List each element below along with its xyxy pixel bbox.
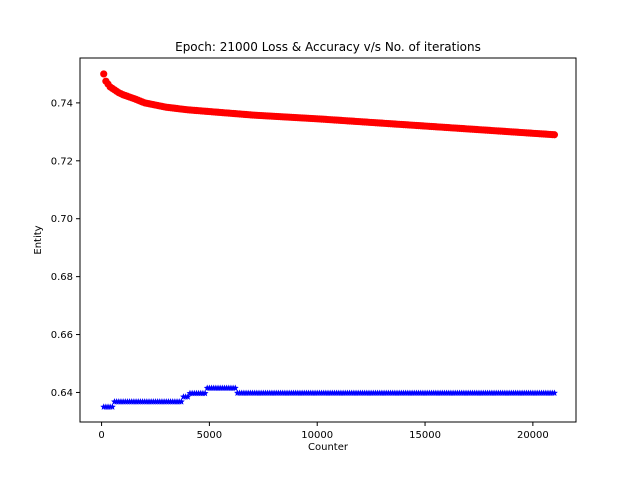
accuracy-point — [177, 398, 185, 405]
chart-title: Epoch: 21000 Loss & Accuracy v/s No. of … — [175, 40, 481, 54]
accuracy-point — [201, 389, 209, 397]
y-axis-ticks: 0.64 0.66 0.68 0.70 0.72 0.74 — [51, 98, 80, 399]
y-tick-label: 0.74 — [51, 98, 73, 109]
y-tick-label: 0.70 — [51, 214, 73, 225]
accuracy-point — [108, 403, 116, 410]
x-tick-label: 15000 — [409, 430, 441, 441]
x-tick-label: 0 — [98, 430, 104, 441]
accuracy-series — [100, 384, 558, 410]
y-tick-label: 0.66 — [51, 330, 73, 341]
data-markers — [100, 70, 559, 410]
y-axis-label: Entity — [33, 225, 44, 254]
x-tick-label: 5000 — [197, 430, 222, 441]
x-tick-label: 10000 — [301, 430, 333, 441]
x-tick-label: 20000 — [517, 430, 549, 441]
y-tick-label: 0.68 — [51, 272, 73, 283]
loss-point — [550, 131, 559, 139]
x-axis-ticks: 0 5000 10000 15000 20000 — [98, 422, 549, 441]
y-tick-label: 0.64 — [51, 388, 73, 399]
plot-area — [79, 57, 577, 423]
x-axis-label: Counter — [308, 442, 349, 453]
accuracy-point — [231, 384, 239, 392]
loss-series — [100, 70, 559, 139]
accuracy-point — [184, 393, 192, 400]
accuracy-point — [551, 389, 558, 396]
y-tick-label: 0.72 — [51, 156, 73, 167]
loss-point — [100, 70, 108, 78]
